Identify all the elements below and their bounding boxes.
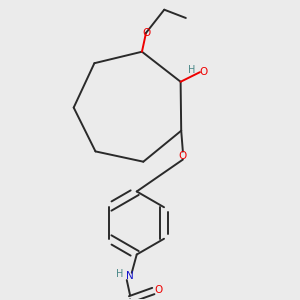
Text: N: N — [126, 271, 134, 281]
Text: O: O — [179, 151, 187, 160]
Text: O: O — [200, 67, 208, 77]
Text: O: O — [154, 285, 163, 295]
Text: H: H — [116, 269, 123, 279]
Text: H: H — [188, 64, 195, 74]
Text: O: O — [142, 28, 150, 38]
